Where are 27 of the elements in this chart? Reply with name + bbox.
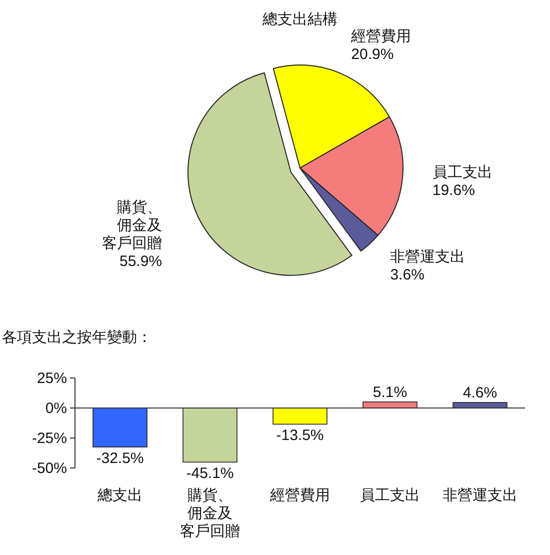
data-label: 5.1% bbox=[372, 384, 408, 401]
bar bbox=[272, 408, 328, 425]
slice-label: 員工支出 bbox=[432, 164, 492, 181]
data-label: -45.1% bbox=[186, 465, 234, 482]
data-label: 19.6% bbox=[432, 182, 475, 199]
data-label: -32.5% bbox=[96, 450, 144, 467]
chart-title: 各項支出之按年變動： bbox=[2, 329, 152, 346]
data-label: 3.6% bbox=[390, 266, 424, 284]
data-label: 20.9% bbox=[351, 46, 394, 64]
bar bbox=[92, 408, 148, 448]
x-tick-label: 員工支出 bbox=[360, 487, 420, 504]
data-label: -13.5% bbox=[276, 427, 324, 444]
x-tick-label: 購貨、佣金及客戶回贈 bbox=[180, 487, 240, 540]
slice-label: 經營費用 bbox=[350, 28, 412, 46]
chart-title: 總支出結構 bbox=[262, 11, 338, 28]
slice-label: 非營運支出 bbox=[390, 248, 466, 266]
data-label: 55.9% bbox=[119, 253, 162, 270]
x-tick-label: 非營運支出 bbox=[442, 487, 518, 504]
y-tick-label: -50% bbox=[32, 460, 67, 477]
slice-label: 購貨、佣金及客戶回贈 bbox=[102, 199, 162, 252]
y-tick-label: 0% bbox=[45, 400, 67, 417]
y-tick-label: 25% bbox=[36, 370, 67, 387]
x-tick-label: 經營費用 bbox=[269, 487, 330, 504]
bar bbox=[182, 408, 238, 463]
y-tick-label: -25% bbox=[32, 430, 67, 447]
data-label: 4.6% bbox=[462, 384, 498, 402]
x-tick-label: 總支出 bbox=[96, 487, 142, 504]
